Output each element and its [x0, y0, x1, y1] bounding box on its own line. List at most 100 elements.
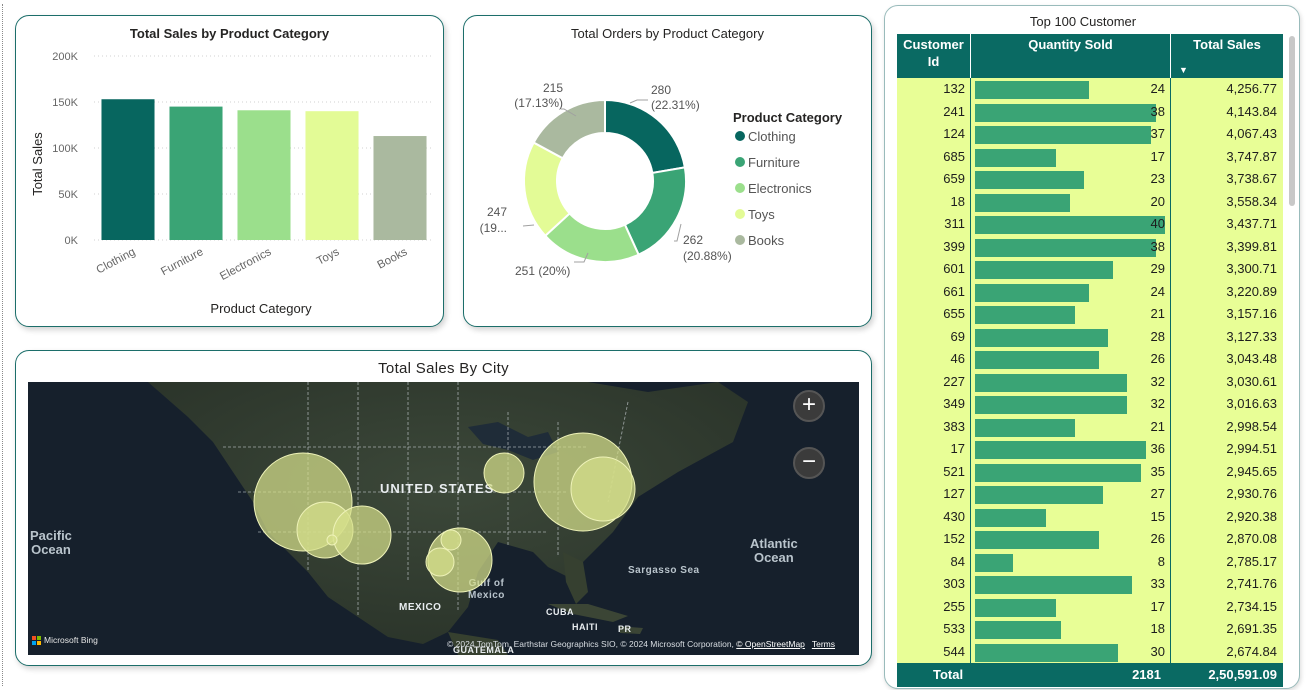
- total-sales-value: 2,50,591.09: [1208, 667, 1277, 682]
- city-sales-map[interactable]: UNITED STATES Pacific Ocean Atlantic Oce…: [28, 382, 859, 655]
- legend-label-toys[interactable]: Toys: [748, 207, 775, 222]
- table-row[interactable]: 544 30 2,674.84: [897, 641, 1283, 664]
- table-row[interactable]: 152 26 2,870.08: [897, 528, 1283, 551]
- orders-by-category-card[interactable]: Total Orders by Product Category 280 (22…: [463, 15, 872, 327]
- map-zoom-out-button[interactable]: −: [793, 447, 825, 479]
- sales-by-category-card[interactable]: Total Sales by Product Category Total Sa…: [15, 15, 444, 327]
- donut-label-furniture-pct: (20.88%): [683, 249, 732, 263]
- city-bubble[interactable]: [332, 505, 392, 565]
- table-row[interactable]: 241 38 4,143.84: [897, 101, 1283, 124]
- quantity-cell: 32: [1150, 373, 1165, 389]
- terms-link[interactable]: Terms: [811, 639, 835, 649]
- donut-slice-books[interactable]: [532, 98, 606, 160]
- quantity-cell: 35: [1150, 463, 1165, 479]
- quantity-cell: 38: [1150, 238, 1165, 254]
- column-header-quantity-sold[interactable]: Quantity Sold: [970, 34, 1170, 78]
- table-row[interactable]: 661 24 3,220.89: [897, 281, 1283, 304]
- quantity-cell: 26: [1150, 351, 1165, 366]
- quantity-cell: 17: [1150, 598, 1165, 614]
- table-row[interactable]: 46 26 3,043.48: [897, 348, 1283, 371]
- bar-books[interactable]: [373, 136, 427, 240]
- legend-label-clothing[interactable]: Clothing: [748, 129, 796, 144]
- quantity-bar: [975, 576, 1132, 594]
- table-header: Customer Id Quantity Sold Total Sales ▼: [897, 34, 1283, 78]
- customer-id-cell: 241: [943, 103, 965, 119]
- quantity-cell: 26: [1150, 531, 1165, 546]
- table-scrollbar[interactable]: [1289, 36, 1295, 206]
- total-sales-cell: 3,300.71: [1226, 261, 1277, 276]
- table-row[interactable]: 17 36 2,994.51: [897, 438, 1283, 461]
- legend-marker-toys: [735, 209, 745, 219]
- total-sales-cell: 2,691.35: [1226, 621, 1277, 636]
- table-row[interactable]: 18 20 3,558.34: [897, 191, 1283, 214]
- bar-furniture[interactable]: [169, 106, 223, 240]
- city-bubble[interactable]: [570, 456, 636, 522]
- table-row[interactable]: 84 8 2,785.17: [897, 551, 1283, 574]
- table-row[interactable]: 349 32 3,016.63: [897, 393, 1283, 416]
- total-sales-cell: 3,016.63: [1226, 396, 1277, 411]
- table-row[interactable]: 430 15 2,920.38: [897, 506, 1283, 529]
- bar-toys[interactable]: [305, 111, 359, 240]
- donut-label-books-value: 215: [543, 81, 563, 95]
- quantity-bar: [975, 621, 1061, 639]
- city-bubble[interactable]: [440, 529, 462, 551]
- donut-label-toys-pct: (19...: [480, 221, 507, 235]
- total-sales-cell: 2,945.65: [1226, 463, 1277, 479]
- quantity-cell: 20: [1150, 193, 1165, 209]
- caribbean-islands: [618, 626, 643, 634]
- bar-y-tick-label: 150K: [52, 97, 78, 109]
- table-row[interactable]: 521 35 2,945.65: [897, 461, 1283, 484]
- map-zoom-in-button[interactable]: +: [793, 390, 825, 422]
- table-row[interactable]: 399 38 3,399.81: [897, 236, 1283, 259]
- donut-slice-furniture[interactable]: [623, 166, 687, 257]
- top-customers-table-card[interactable]: Top 100 Customer Customer Id Quantity So…: [884, 5, 1300, 689]
- bar-clothing[interactable]: [101, 99, 155, 241]
- openstreetmap-link[interactable]: © OpenStreetMap: [736, 639, 805, 649]
- customer-id-cell: 399: [943, 238, 965, 254]
- table-row[interactable]: 127 27 2,930.76: [897, 483, 1283, 506]
- table-row[interactable]: 69 28 3,127.33: [897, 326, 1283, 349]
- table-row[interactable]: 685 17 3,747.87: [897, 146, 1283, 169]
- city-bubble[interactable]: [425, 547, 455, 577]
- central-america-landmass: [448, 632, 508, 655]
- sort-descending-icon[interactable]: ▼: [1179, 65, 1188, 75]
- quantity-bar: [975, 126, 1151, 144]
- map-label-pacific-line1: Pacific: [30, 528, 72, 543]
- city-bubble[interactable]: [483, 452, 525, 494]
- legend-marker-clothing: [735, 131, 745, 141]
- table-row[interactable]: 655 21 3,157.16: [897, 303, 1283, 326]
- bar-chart-title: Total Sales by Product Category: [129, 26, 330, 41]
- legend-label-furniture[interactable]: Furniture: [748, 155, 800, 170]
- map-label-pacific-line2: Ocean: [31, 542, 71, 557]
- customer-id-cell: 69: [950, 328, 965, 344]
- column-header-total-sales[interactable]: Total Sales ▼: [1170, 34, 1283, 78]
- column-header-customer-id[interactable]: Customer Id: [897, 34, 970, 78]
- table-row[interactable]: 601 29 3,300.71: [897, 258, 1283, 281]
- quantity-cell: 24: [1150, 283, 1165, 299]
- legend-label-books[interactable]: Books: [748, 233, 785, 248]
- donut-leader-lines: [522, 99, 682, 263]
- table-row[interactable]: 383 21 2,998.54: [897, 416, 1283, 439]
- table-row[interactable]: 132 24 4,256.77: [897, 78, 1283, 101]
- legend-label-electronics[interactable]: Electronics: [748, 181, 812, 196]
- quantity-bar: [975, 193, 1070, 212]
- table-row[interactable]: 255 17 2,734.15: [897, 596, 1283, 619]
- quantity-bar: [975, 373, 1127, 392]
- bar-y-tick-label: 100K: [52, 143, 78, 155]
- table-row[interactable]: 303 33 2,741.76: [897, 573, 1283, 596]
- table-row[interactable]: 659 23 3,738.67: [897, 168, 1283, 191]
- sales-by-city-card[interactable]: Total Sales By City: [15, 350, 872, 666]
- map-attribution: © 2024 TomTom, Earthstar Geographics SIO…: [447, 639, 835, 649]
- table-row[interactable]: 124 37 4,067.43: [897, 123, 1283, 146]
- bar-electronics[interactable]: [237, 110, 291, 240]
- donut-label-clothing-pct: (22.31%): [651, 98, 700, 112]
- table-row[interactable]: 533 18 2,691.35: [897, 618, 1283, 641]
- table-row[interactable]: 227 32 3,030.61: [897, 371, 1283, 394]
- customer-id-cell: 127: [943, 486, 965, 501]
- quantity-bar: [975, 598, 1056, 617]
- table-row[interactable]: 311 40 3,437.71: [897, 213, 1283, 236]
- customer-id-cell: 601: [943, 261, 965, 276]
- bar-y-tick-label: 0K: [65, 235, 79, 247]
- city-bubble[interactable]: [326, 534, 338, 546]
- customer-id-cell: 430: [943, 508, 965, 524]
